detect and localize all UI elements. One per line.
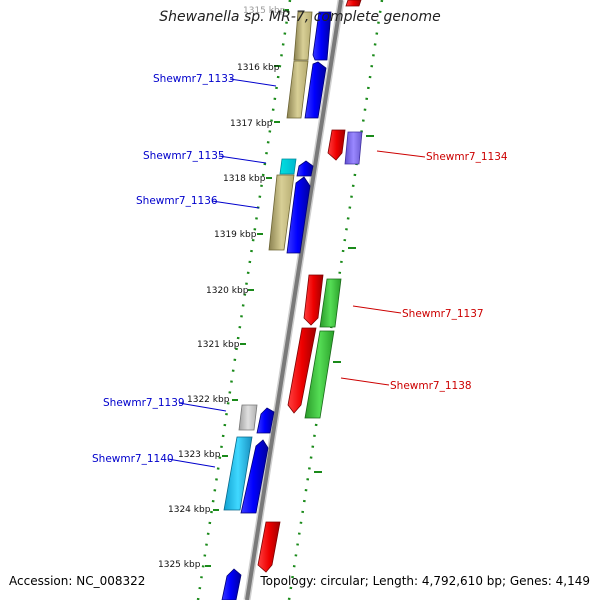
gene-label-1137[interactable]: Shewmr7_1137: [402, 308, 484, 320]
gene-red-1137[interactable]: [303, 274, 324, 326]
callout-1138: [340, 377, 390, 386]
callout-1133: [229, 78, 277, 87]
gene-blue-1139[interactable]: [256, 407, 275, 434]
gene-blue-1140[interactable]: [240, 439, 269, 514]
tick-label-1318: 1318 kbp: [223, 174, 266, 184]
tick-label-1322: 1322 kbp: [187, 395, 230, 405]
gene-blue-1133[interactable]: [304, 61, 327, 119]
tick-label-1323: 1323 kbp: [178, 450, 221, 460]
gene-olive-top[interactable]: [293, 11, 313, 61]
tick-label-1324: 1324 kbp: [168, 505, 211, 515]
gene-cyan-1140[interactable]: [223, 436, 253, 511]
gene-blue-small-1135[interactable]: [296, 160, 314, 177]
callout-1139: [178, 402, 227, 412]
tick-label-1325: 1325 kbp: [158, 560, 201, 570]
gene-purple-1134[interactable]: [344, 131, 363, 165]
gene-red-1138[interactable]: [287, 327, 317, 414]
accession-text: Accession: NC_008322: [9, 574, 146, 588]
tick-marks: [205, 9, 374, 567]
tick-label-1320: 1320 kbp: [206, 286, 249, 296]
genome-backbone-core: [245, 0, 343, 601]
tick-label-1317: 1317 kbp: [230, 119, 273, 129]
gene-green-1137[interactable]: [319, 278, 342, 328]
gene-gray-1139[interactable]: [238, 404, 258, 431]
gene-blue-1136[interactable]: [286, 176, 311, 254]
callout-1134: [376, 150, 426, 158]
callout-1140: [167, 458, 216, 468]
gene-label-1135[interactable]: Shewmr7_1135: [143, 150, 225, 162]
gene-red-1134[interactable]: [327, 129, 346, 161]
tick-label-1315: 1315 kbp: [243, 6, 286, 16]
gene-label-1133[interactable]: Shewmr7_1133: [153, 73, 235, 85]
gene-label-1139[interactable]: Shewmr7_1139: [103, 397, 185, 409]
gene-label-1134[interactable]: Shewmr7_1134: [426, 151, 508, 163]
callout-1136: [211, 200, 260, 209]
gene-label-1136[interactable]: Shewmr7_1136: [136, 195, 218, 207]
gene-label-1140[interactable]: Shewmr7_1140: [92, 453, 174, 465]
gene-red-top[interactable]: [345, 0, 362, 7]
tick-label-1321: 1321 kbp: [197, 340, 240, 350]
gene-label-1138[interactable]: Shewmr7_1138: [390, 380, 472, 392]
callout-1137: [352, 305, 402, 314]
gene-olive-1133[interactable]: [286, 60, 309, 119]
gene-cyan-1135[interactable]: [279, 158, 297, 175]
gene-blue-bottom[interactable]: [221, 568, 242, 601]
gene-red-bottom[interactable]: [257, 521, 281, 573]
gene-olive-1136[interactable]: [268, 174, 295, 251]
page-title: Shewanella sp. MR-7, complete genome: [159, 9, 441, 25]
plus-strand-genes: [257, 0, 363, 573]
gene-blue-top[interactable]: [312, 11, 332, 61]
genome-summary-text: Topology: circular; Length: 4,792,610 bp…: [260, 574, 590, 588]
tick-label-1316: 1316 kbp: [237, 63, 280, 73]
tick-label-1319: 1319 kbp: [214, 230, 257, 240]
gene-green-1138[interactable]: [304, 330, 335, 419]
minus-strand-genes: [221, 11, 332, 601]
callout-1135: [218, 155, 267, 164]
